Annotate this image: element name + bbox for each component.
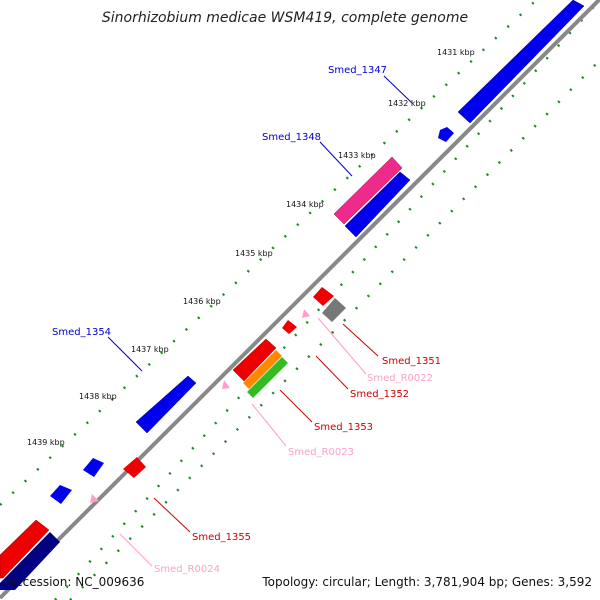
leader-smed-1353	[279, 389, 313, 423]
gene-feature-green[interactable]	[247, 357, 288, 398]
tick-label-1432: 1432 kbp	[388, 99, 426, 108]
ruler-dotted-line	[0, 0, 539, 506]
leader-smed-1352	[315, 355, 349, 390]
gene-feature-smed-1347[interactable]	[457, 0, 585, 124]
tick-label-1435: 1435 kbp	[235, 249, 273, 258]
gene-label-smed-1355[interactable]: Smed_1355	[192, 532, 251, 543]
tick-label-1434: 1434 kbp	[286, 200, 324, 209]
tick-label-1433: 1433 kbp	[338, 151, 376, 160]
tick-label-1431: 1431 kbp	[437, 48, 475, 57]
leader-smed-r0023	[251, 403, 287, 447]
gene-label-smed-1348[interactable]: Smed_1348	[262, 132, 321, 143]
gene-feature-small-forward[interactable]	[438, 127, 454, 142]
gene-feature-smed-r0024[interactable]	[90, 494, 99, 503]
gene-feature-smed-1352[interactable]	[282, 320, 297, 334]
gene-feature-smed-1355[interactable]	[123, 457, 146, 478]
gene-feature-smed-1348-cds[interactable]	[344, 171, 411, 238]
ruler-dotted-line-outer	[69, 59, 600, 600]
gene-label-smed-1351[interactable]: Smed_1351	[382, 356, 441, 367]
gene-label-smed-1354[interactable]: Smed_1354	[52, 327, 111, 338]
gene-feature-red-large[interactable]	[0, 519, 50, 579]
genome-summary-text: Topology: circular; Length: 3,781,904 bp…	[262, 575, 592, 589]
tick-label-1437: 1437 kbp	[131, 345, 169, 354]
gene-feature-smed-1353[interactable]	[232, 338, 277, 382]
gene-label-smed-r0023[interactable]: Smed_R0023	[288, 447, 354, 458]
tick-label-1439: 1439 kbp	[27, 438, 65, 447]
map-footer: Accession: NC_009636 Topology: circular;…	[0, 572, 600, 594]
leader-smed-r0024	[119, 533, 153, 567]
tick-label-1438: 1438 kbp	[79, 392, 117, 401]
gene-feature-smed-1348[interactable]	[333, 156, 403, 225]
gene-feature-gray[interactable]	[322, 298, 346, 322]
gene-label-smed-1352[interactable]: Smed_1352	[350, 389, 409, 400]
tick-label-1436: 1436 kbp	[183, 297, 221, 306]
gene-feature-orange[interactable]	[243, 350, 282, 389]
map-title: Sinorhizobium medicae WSM419, complete g…	[102, 10, 468, 26]
leader-smed-1347	[383, 75, 413, 104]
gene-label-smed-r0024[interactable]: Smed_R0024	[154, 564, 220, 575]
leader-smed-1351	[342, 323, 379, 357]
gene-label-smed-1353[interactable]: Smed_1353	[314, 422, 373, 433]
leader-smed-1355	[153, 497, 191, 533]
gene-label-smed-r0022[interactable]: Smed_R0022	[367, 373, 433, 384]
gene-feature-smed-r0023[interactable]	[222, 380, 230, 389]
gene-label-smed-1347[interactable]: Smed_1347	[328, 65, 387, 76]
gene-feature-navy-large[interactable]	[0, 532, 60, 590]
gene-feature-forward-small-b[interactable]	[50, 485, 72, 504]
accession-text: Accession: NC_009636	[8, 575, 145, 589]
gene-feature-smed-1354[interactable]	[135, 375, 197, 434]
gene-feature-smed-1351[interactable]	[313, 287, 334, 306]
gene-feature-forward-small-a[interactable]	[83, 458, 104, 477]
gene-feature-smed-r0022[interactable]	[302, 309, 310, 318]
leader-smed-1348	[319, 141, 353, 177]
leader-smed-r0022	[317, 317, 367, 375]
leader-smed-1354	[107, 336, 143, 372]
